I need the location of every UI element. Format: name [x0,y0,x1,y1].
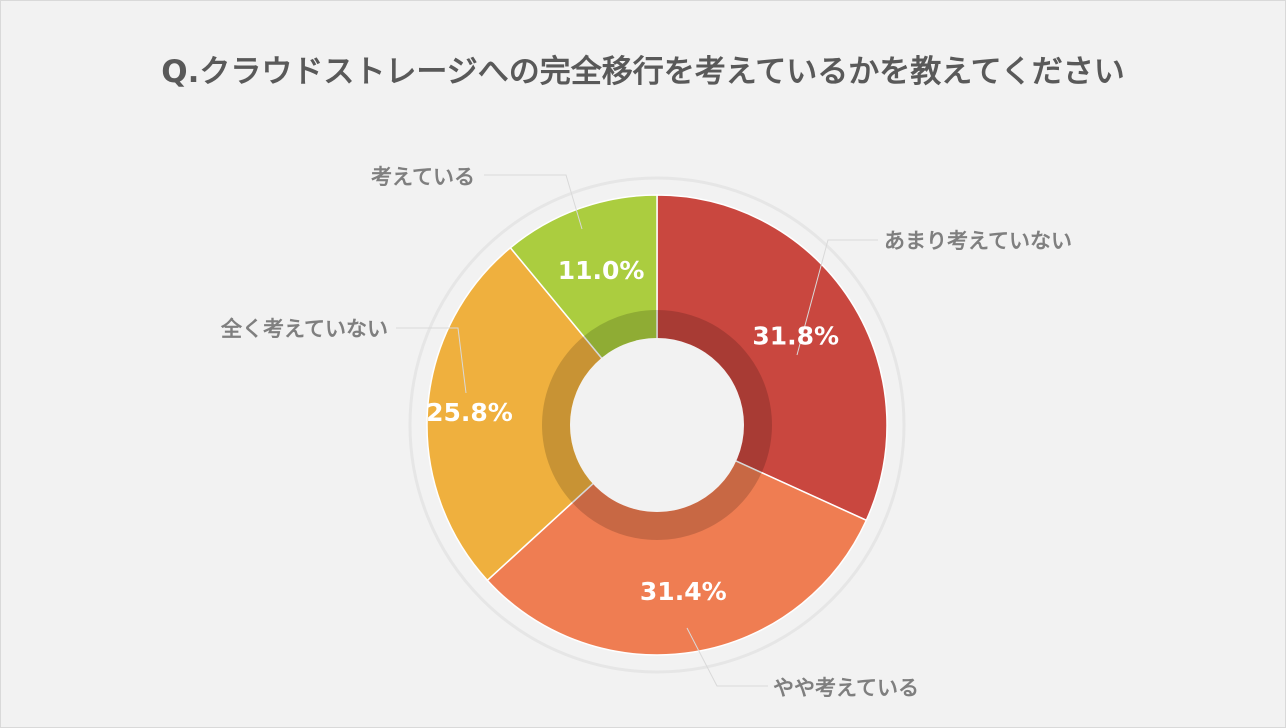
category-label: 考えている [371,165,475,189]
outer-ring [408,176,906,674]
chart-title: Q.クラウドストレージへの完全移行を考えているかを教えてください [161,54,1125,90]
category-label: やや考えている [773,676,919,700]
donut-hole [570,338,744,512]
inner-ring-shade [542,336,602,503]
leader-line [686,627,768,687]
category-label: あまり考えていない [884,229,1072,253]
leader-line [484,174,583,230]
pie-slice [486,424,868,656]
value-label: 11.0% [558,256,645,285]
leader-line [396,327,467,394]
value-label: 25.8% [426,398,513,427]
pie-slice [426,246,659,582]
value-label: 31.4% [640,577,727,606]
leader-line [796,239,878,356]
inner-ring-shade [583,310,657,358]
value-label: 31.8% [752,322,839,351]
category-label: 全く考えていない [220,317,388,341]
inner-ring-shade [657,310,772,473]
inner-ring-shade [572,461,762,540]
